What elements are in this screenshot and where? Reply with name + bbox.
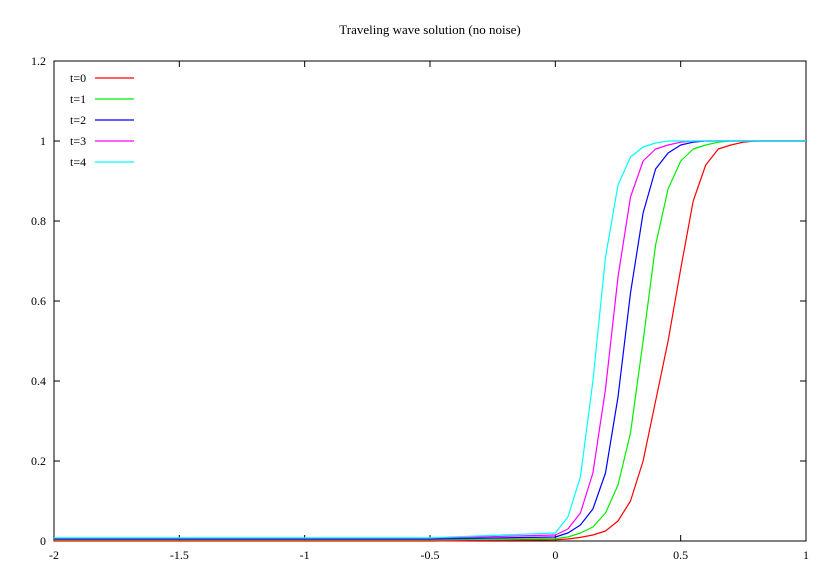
y-tick-label: 0.2 [31,454,46,468]
x-tick-label: 1 [803,548,809,562]
y-tick-label: 0.6 [31,294,46,308]
x-tick-label: -2 [49,548,59,562]
series-curves [54,140,806,542]
legend: t=0 t=1 t=2 t=3 t=4 [70,71,134,169]
y-tick-label: 1 [40,134,46,148]
chart-title: Traveling wave solution (no noise) [339,22,521,37]
legend-label: t=4 [70,155,86,169]
y-axis: 0 0.2 0.4 0.6 0.8 1 1.2 [31,54,806,548]
y-tick-label: 0 [40,534,46,548]
y-tick-label: 0.8 [31,214,46,228]
x-tick-label: 0.5 [673,548,688,562]
plot-frame [53,60,807,542]
legend-label: t=2 [70,113,86,127]
y-tick-label: 0.4 [31,374,46,388]
legend-label: t=1 [70,92,86,106]
y-tick-label: 1.2 [31,54,46,68]
x-axis: -2 -1.5 -1 -0.5 0 0.5 1 [49,61,809,562]
x-tick-label: 0 [552,548,558,562]
x-tick-label: -1.5 [170,548,189,562]
x-tick-label: -1 [300,548,310,562]
legend-label: t=0 [70,71,86,85]
legend-label: t=3 [70,134,86,148]
series-line-t-4 [54,140,806,539]
series-line-t-0 [54,140,806,542]
x-tick-label: -0.5 [421,548,440,562]
